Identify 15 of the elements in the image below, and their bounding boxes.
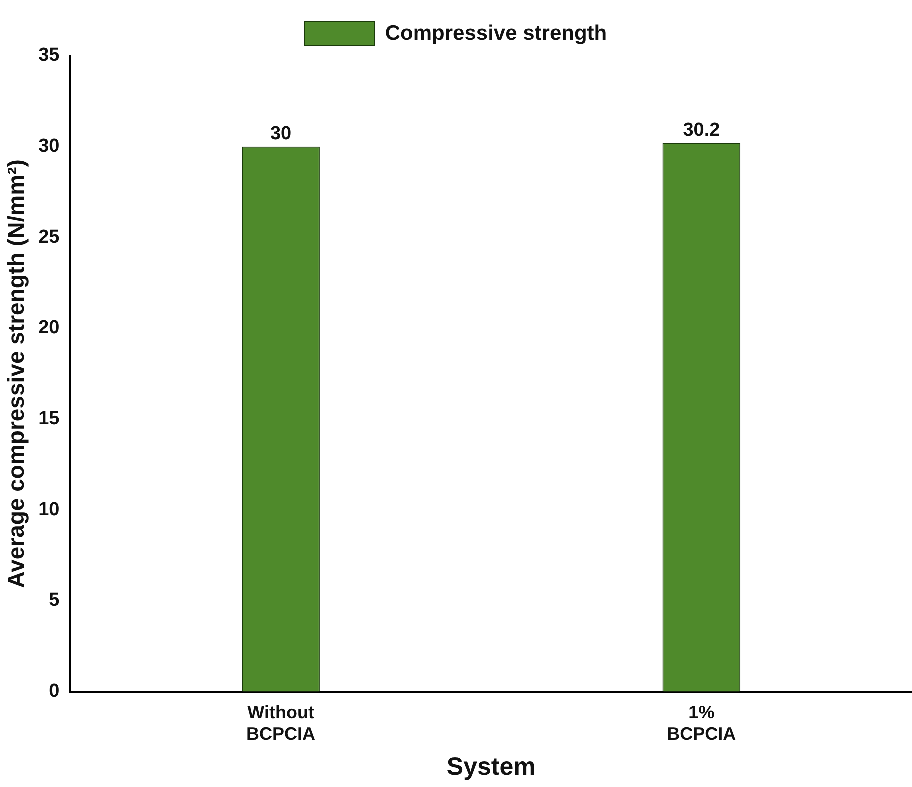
y-tick-label: 10 (38, 499, 60, 520)
y-tick-label: 0 (49, 681, 60, 702)
x-axis-title: System (446, 752, 536, 781)
y-tick-label: 30 (38, 136, 60, 158)
legend-label: Compressive strength (385, 22, 608, 45)
data-label: 30 (270, 124, 292, 145)
y-tick-label: 15 (38, 408, 60, 430)
y-tick-label: 35 (38, 45, 60, 66)
y-axis-title: Average compressive strength (N/mm²) (3, 160, 30, 588)
x-tick-label: Without BCPCIA (246, 702, 316, 744)
y-tick-label: 5 (49, 590, 60, 612)
x-tick-label: 1% BCPCIA (667, 702, 736, 744)
y-tick-label: 25 (38, 226, 60, 248)
data-label: 30.2 (683, 120, 720, 141)
y-tick-label: 20 (38, 318, 60, 339)
